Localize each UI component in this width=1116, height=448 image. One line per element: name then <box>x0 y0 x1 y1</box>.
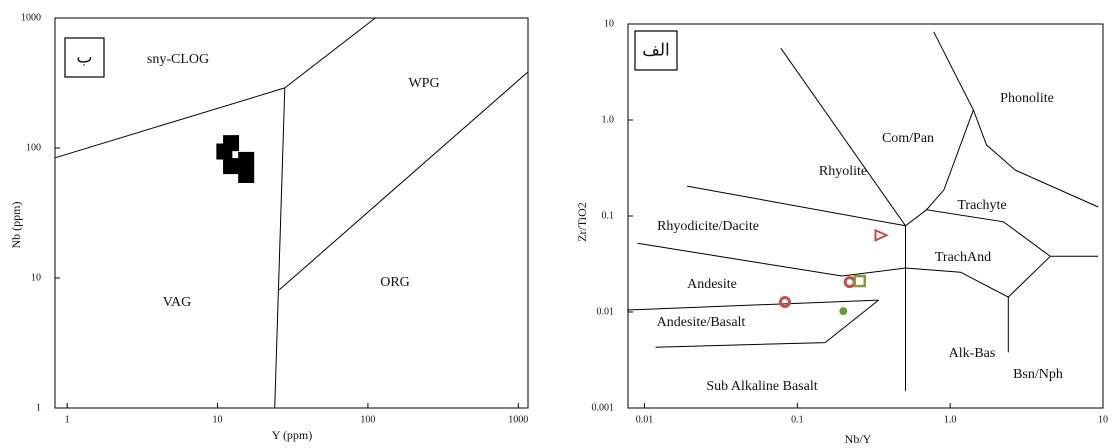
boundary-line <box>54 87 285 159</box>
region-label: Bsn/Nph <box>1013 367 1063 382</box>
x-tick-label: 0.1 <box>791 414 804 425</box>
boundary-line <box>926 31 974 211</box>
boundary-line <box>655 299 879 348</box>
x-tick-label: 1000 <box>508 414 528 425</box>
y-tick-label: 0.01 <box>597 306 615 317</box>
region-label: ORG <box>380 275 410 290</box>
region-label: Andesite/Basalt <box>657 315 746 330</box>
boundary-line <box>274 87 286 409</box>
boundary-line <box>637 242 906 277</box>
data-point <box>223 158 240 175</box>
plot-frame <box>54 17 529 409</box>
region-label: Alk-Bas <box>949 346 996 361</box>
boundary-line <box>687 185 906 227</box>
boundary-line <box>627 299 879 311</box>
data-point <box>839 307 848 316</box>
boundary-line <box>972 109 1099 208</box>
x-tick-label: 1.0 <box>944 414 957 425</box>
region-label: Com/Pan <box>882 131 934 146</box>
region-label: Rhyodicite/Dacite <box>657 219 759 234</box>
data-point <box>843 276 856 289</box>
y-tick-label: 10 <box>31 272 41 283</box>
boundary-line <box>278 71 529 291</box>
region-label: Sub Alkaline Basalt <box>706 379 817 394</box>
data-point <box>238 151 255 168</box>
region-label: Trachyte <box>957 198 1006 213</box>
data-point <box>874 228 889 242</box>
y-tick-label: 0.001 <box>592 402 615 413</box>
x-tick-label: 1 <box>65 414 70 425</box>
y-tick-label: 10 <box>604 18 614 29</box>
region-label: Phonolite <box>1000 91 1054 106</box>
plot-frame <box>627 23 1104 409</box>
region-label: TrachAnd <box>935 250 991 265</box>
label-box <box>64 37 105 78</box>
region-label: sny-CLOG <box>147 52 209 67</box>
y-tick-label: 1 <box>36 402 41 413</box>
y-axis-title: Nb (ppm) <box>9 202 23 249</box>
data-point <box>778 296 791 309</box>
y-tick-label: 1.0 <box>602 114 615 125</box>
x-axis-title: Y (ppm) <box>272 428 313 442</box>
data-point <box>853 274 866 288</box>
panel-label: الف <box>642 40 670 59</box>
y-tick-label: 100 <box>26 142 41 153</box>
region-label: WPG <box>408 76 439 91</box>
y-axis-title: Zr/TiO2 <box>575 202 589 242</box>
x-tick-label: 10 <box>213 414 223 425</box>
panel-label: ب <box>76 47 92 66</box>
label-box <box>634 30 678 71</box>
boundary-line <box>284 17 376 89</box>
x-axis-title: Nb/Y <box>845 432 872 446</box>
y-tick-label: 0.1 <box>602 210 615 221</box>
region-label: Andesite <box>687 277 737 292</box>
data-point <box>238 166 255 183</box>
x-tick-label: 100 <box>360 414 375 425</box>
y-tick-label: 1000 <box>21 12 41 23</box>
boundary-line <box>780 47 1099 257</box>
region-label: VAG <box>163 295 192 310</box>
x-tick-label: 10 <box>1098 414 1108 425</box>
data-point <box>216 143 233 160</box>
region-label: Rhyolite <box>819 164 867 179</box>
boundary-line <box>905 255 1051 298</box>
x-tick-label: 0.01 <box>636 414 654 425</box>
